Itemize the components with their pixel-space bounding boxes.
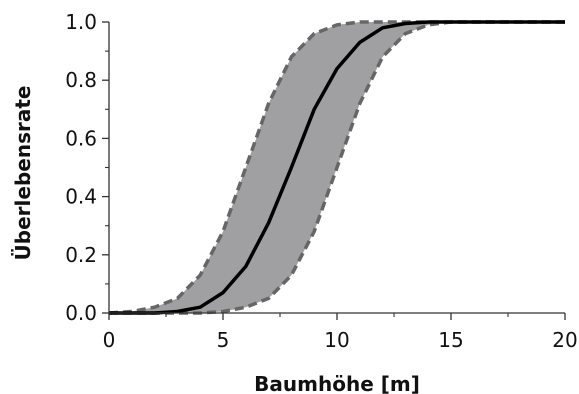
y-axis-title: Überlebensrate <box>11 86 35 261</box>
tick-labels: 0 5 10 15 20 0.0 0.2 0.4 0.6 0.8 1.0 <box>65 10 578 352</box>
x-tick-label: 20 <box>552 328 577 352</box>
axes <box>102 21 566 320</box>
x-tick-label: 15 <box>438 328 463 352</box>
y-tick-label: 0.8 <box>65 68 97 92</box>
y-tick-label: 0.6 <box>65 126 97 150</box>
plot-area <box>108 20 565 315</box>
y-tick-label: 0.4 <box>65 185 97 209</box>
x-tick-label: 5 <box>217 328 230 352</box>
mean-line <box>109 20 565 315</box>
x-axis-title: Baumhöhe [m] <box>254 372 420 394</box>
x-tick-label: 0 <box>103 328 116 352</box>
y-tick-label: 0.0 <box>65 301 97 325</box>
x-tick-label: 10 <box>324 328 349 352</box>
y-tick-label: 0.2 <box>65 243 97 267</box>
y-tick-label: 1.0 <box>65 10 97 34</box>
